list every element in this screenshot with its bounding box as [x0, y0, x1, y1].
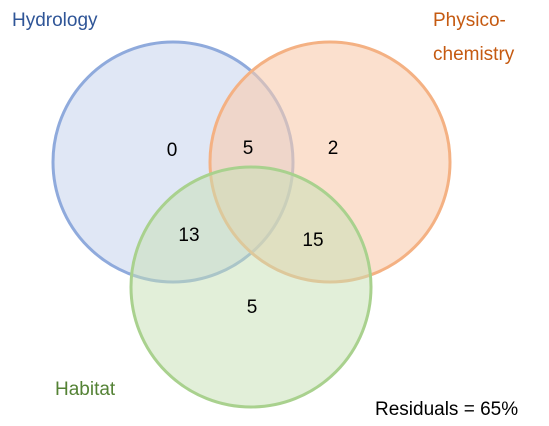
region-count: 2: [328, 138, 339, 159]
set-label: Habitat: [55, 379, 116, 400]
residuals-note: Residuals = 65%: [375, 399, 518, 420]
set-label: Hydrology: [12, 10, 98, 31]
region-count: 15: [302, 230, 323, 251]
region-count: 0: [167, 140, 178, 161]
region-count: 5: [243, 138, 254, 159]
habitat-circle: [129, 165, 373, 409]
region-count: 5: [247, 297, 258, 318]
region-count: 13: [178, 225, 199, 246]
set-label: Physico-: [433, 10, 506, 31]
set-label: chemistry: [433, 44, 515, 65]
